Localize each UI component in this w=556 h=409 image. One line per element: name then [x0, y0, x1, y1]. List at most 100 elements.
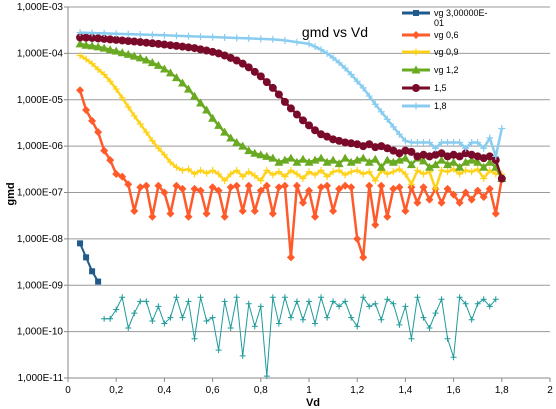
data-point	[462, 300, 469, 307]
series-line	[79, 242, 99, 283]
x-tick-label: 0,4	[157, 385, 171, 396]
x-tick-label: 0,6	[206, 385, 220, 396]
data-point	[130, 112, 138, 120]
legend-entry: vg 0,9	[402, 47, 459, 57]
data-point	[401, 206, 410, 215]
data-point	[426, 324, 433, 331]
data-point	[335, 59, 343, 67]
data-point	[311, 212, 320, 221]
data-point	[389, 146, 398, 155]
data-point	[251, 323, 258, 330]
data-point	[468, 316, 475, 323]
data-point	[366, 303, 373, 310]
data-point	[407, 138, 415, 146]
data-point	[262, 151, 272, 160]
data-point	[112, 170, 121, 179]
legend-label: 01	[434, 18, 444, 28]
series-7	[76, 29, 506, 160]
data-point	[420, 314, 427, 321]
data-point	[389, 184, 398, 193]
data-point	[215, 170, 223, 178]
data-point	[418, 156, 428, 165]
data-point	[335, 184, 344, 193]
data-point	[202, 105, 212, 114]
data-point	[263, 166, 271, 174]
data-point	[119, 294, 126, 301]
data-point	[336, 303, 343, 310]
data-point	[359, 253, 368, 262]
data-point	[88, 33, 97, 42]
data-point	[292, 110, 301, 119]
data-point	[341, 171, 349, 179]
data-point	[328, 155, 338, 164]
data-point	[395, 149, 404, 158]
data-point	[444, 335, 451, 342]
data-point	[383, 212, 392, 221]
data-point	[370, 154, 380, 163]
data-point	[461, 188, 470, 197]
data-point	[106, 77, 114, 85]
data-point	[371, 177, 379, 185]
data-point	[456, 170, 464, 178]
data-point	[257, 303, 264, 310]
data-point	[412, 48, 420, 56]
data-point	[412, 31, 420, 39]
data-point	[94, 65, 102, 73]
data-point	[486, 134, 494, 142]
data-point	[111, 46, 121, 55]
data-point	[88, 116, 97, 125]
data-point	[474, 300, 481, 307]
data-point	[160, 151, 168, 159]
data-point	[262, 78, 271, 87]
data-point	[468, 138, 476, 146]
data-point	[245, 34, 253, 42]
data-point	[437, 149, 446, 158]
data-point	[76, 51, 84, 59]
data-point	[334, 159, 344, 168]
data-point	[178, 42, 187, 51]
series-2	[101, 294, 499, 380]
legend-entry: 1,8	[402, 101, 447, 111]
data-point	[191, 170, 199, 178]
data-point	[347, 183, 356, 192]
data-point	[365, 168, 373, 176]
data-point	[376, 162, 386, 171]
data-point	[287, 166, 295, 174]
data-point	[292, 181, 301, 190]
x-tick-label: 1	[306, 385, 312, 396]
data-point	[299, 175, 307, 183]
data-point	[412, 102, 420, 110]
data-point	[172, 181, 181, 190]
data-point	[413, 198, 422, 207]
data-point	[473, 157, 483, 166]
data-point	[184, 43, 193, 52]
data-point	[318, 294, 325, 301]
data-point	[492, 152, 500, 160]
data-point	[371, 220, 380, 229]
data-point	[136, 38, 145, 47]
data-point	[364, 157, 374, 166]
data-point	[124, 30, 132, 38]
data-point	[123, 49, 133, 58]
legend-label: 1,5	[434, 83, 447, 93]
data-point	[208, 113, 218, 122]
data-point	[425, 152, 434, 161]
data-point	[412, 84, 420, 92]
data-point	[160, 188, 169, 197]
data-point	[232, 56, 241, 65]
data-point	[142, 181, 151, 190]
data-point	[75, 39, 85, 48]
data-point	[382, 155, 392, 164]
data-point	[148, 31, 156, 39]
series-group	[75, 29, 507, 380]
data-point	[106, 35, 115, 44]
data-point	[305, 168, 313, 176]
data-point	[143, 298, 150, 305]
x-tick-label: 0,2	[109, 385, 123, 396]
data-point	[112, 85, 120, 93]
data-point	[449, 190, 458, 199]
data-point	[317, 46, 325, 54]
y-tick-label: 1,000E-10	[17, 327, 64, 338]
data-point	[87, 41, 97, 50]
